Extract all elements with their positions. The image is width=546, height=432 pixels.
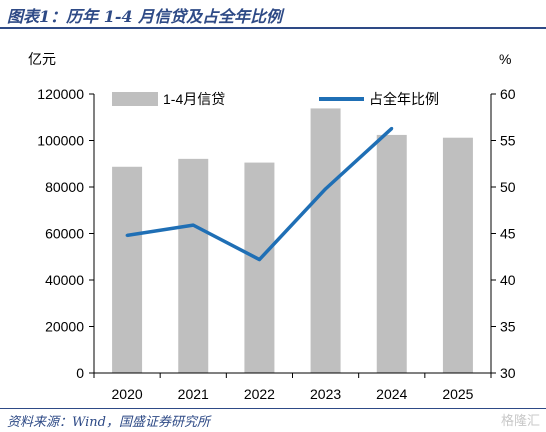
bar-2024 xyxy=(376,134,407,373)
x-tick-label: 2024 xyxy=(376,386,407,402)
right-axis-unit: % xyxy=(499,51,511,67)
line-point-2021 xyxy=(191,223,195,227)
right-tick-label: 55 xyxy=(500,133,516,149)
left-tick-label: 0 xyxy=(76,365,84,381)
x-tick-label: 2022 xyxy=(244,386,275,402)
left-tick-label: 120000 xyxy=(37,86,84,102)
line-point-2020 xyxy=(125,233,129,237)
title-rule xyxy=(0,27,546,29)
chart-title: 图表1：历年 1-4 月信贷及占全年比例 xyxy=(7,7,283,26)
bar-2020 xyxy=(112,166,143,373)
footer-rule xyxy=(0,408,546,409)
right-tick-label: 50 xyxy=(500,179,516,195)
left-tick-label: 80000 xyxy=(45,179,84,195)
x-tick-label: 2021 xyxy=(178,386,209,402)
bar-2025 xyxy=(442,137,473,373)
right-tick-label: 40 xyxy=(500,272,516,288)
left-tick-label: 100000 xyxy=(37,133,84,149)
watermark: 格隆汇 xyxy=(500,414,540,429)
x-tick-label: 2020 xyxy=(112,386,143,402)
right-tick-label: 60 xyxy=(500,86,516,102)
left-tick-label: 40000 xyxy=(45,272,84,288)
left-axis-unit: 亿元 xyxy=(28,51,56,67)
line-point-2024 xyxy=(390,126,394,130)
right-tick-label: 35 xyxy=(500,319,516,335)
right-tick-label: 45 xyxy=(500,226,516,242)
legend-bar-swatch xyxy=(112,92,158,106)
legend-line-label: 占全年比例 xyxy=(369,91,439,107)
line-point-2023 xyxy=(324,187,328,191)
left-tick-label: 20000 xyxy=(45,319,84,335)
x-tick-label: 2023 xyxy=(310,386,341,402)
bar-2023 xyxy=(310,108,341,373)
line-point-2022 xyxy=(257,258,261,262)
bar-2022 xyxy=(244,162,275,373)
legend-bar-label: 1-4月信贷 xyxy=(163,91,225,107)
left-tick-label: 60000 xyxy=(45,226,84,242)
x-tick-label: 2025 xyxy=(442,386,473,402)
source-note: 资料来源：Wind，国盛证券研究所 xyxy=(7,415,210,430)
bar-2021 xyxy=(178,158,209,373)
right-tick-label: 30 xyxy=(500,365,516,381)
